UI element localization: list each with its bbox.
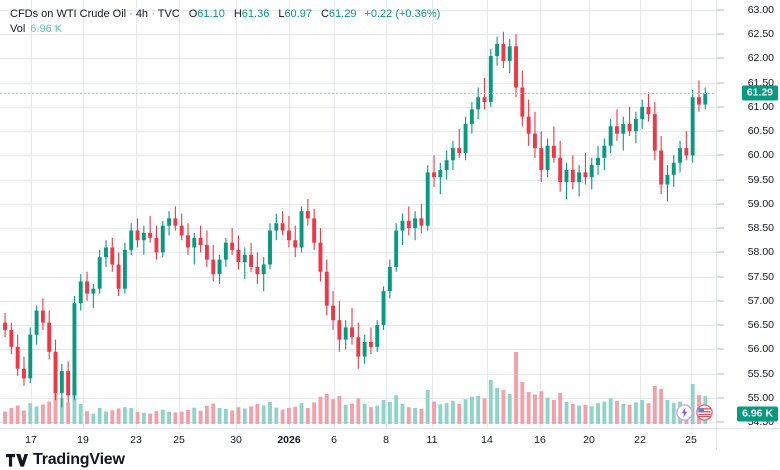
price-tick-label: 55.50 xyxy=(747,367,774,380)
price-tick-label: 58.00 xyxy=(747,246,774,259)
price-tick-dash xyxy=(717,154,724,156)
time-tick-label: 22 xyxy=(634,434,646,446)
time-tick-label: 17 xyxy=(25,434,37,446)
price-tick-dash xyxy=(717,106,724,108)
price-tick-label: 60.00 xyxy=(747,149,774,162)
price-tick-dash xyxy=(717,33,724,35)
lightning-bolt-icon[interactable] xyxy=(676,404,693,421)
us-flag-icon[interactable] xyxy=(696,404,713,421)
current-volume-badge[interactable]: 6.96 K xyxy=(737,406,778,422)
time-tick-label: 25 xyxy=(173,434,185,446)
price-tick-label: 61.00 xyxy=(747,100,774,113)
time-tick-label: 30 xyxy=(230,434,242,446)
time-tick-label: 16 xyxy=(534,434,546,446)
tradingview-logo[interactable]: TradingView xyxy=(6,452,125,468)
chart-plot-area[interactable] xyxy=(0,0,716,428)
time-tick-label: 2026 xyxy=(277,434,301,446)
price-tick-dash xyxy=(717,9,724,11)
price-tick-dash xyxy=(717,373,724,375)
price-tick-dash xyxy=(717,203,724,205)
price-tick-label: 60.50 xyxy=(747,125,774,138)
current-price-badge[interactable]: 61.29 xyxy=(741,85,778,101)
time-tick-label: 23 xyxy=(130,434,142,446)
price-tick-label: 55.00 xyxy=(747,391,774,404)
price-tick-label: 58.50 xyxy=(747,222,774,235)
price-tick-dash xyxy=(717,324,724,326)
price-tick-dash xyxy=(717,130,724,132)
tradingview-wordmark: TradingView xyxy=(33,451,125,468)
price-tick-label: 59.00 xyxy=(747,197,774,210)
tradingview-mark-icon xyxy=(6,453,28,467)
price-tick-label: 56.00 xyxy=(747,343,774,356)
time-tick-label: 6 xyxy=(331,434,337,446)
time-tick-label: 25 xyxy=(685,434,697,446)
price-tick-dash xyxy=(717,397,724,399)
price-tick-dash xyxy=(717,82,724,84)
price-tick-label: 62.50 xyxy=(747,28,774,41)
price-tick-dash xyxy=(717,227,724,229)
time-tick-label: 14 xyxy=(481,434,493,446)
price-tick-label: 56.50 xyxy=(747,319,774,332)
price-tick-label: 59.50 xyxy=(747,173,774,186)
price-tick-label: 62.00 xyxy=(747,52,774,65)
volume-bars xyxy=(3,352,708,424)
price-tick-dash xyxy=(717,348,724,350)
candlestick-chart-svg xyxy=(0,0,716,428)
candles xyxy=(3,31,708,408)
time-axis[interactable]: 17 19 23 25 30 2026 6 8 11 14 16 20 22 25 xyxy=(0,428,716,450)
price-tick-dash xyxy=(717,179,724,181)
price-tick-label: 57.00 xyxy=(747,294,774,307)
axis-corner xyxy=(716,428,780,450)
time-tick-label: 8 xyxy=(383,434,389,446)
time-tick-label: 11 xyxy=(426,434,438,446)
price-tick-dash xyxy=(717,276,724,278)
price-axis[interactable]: 63.00 62.50 62.00 61.50 61.00 60.50 60.00 59.50… xyxy=(716,0,780,428)
price-tick-dash xyxy=(717,57,724,59)
price-tick-label: 57.50 xyxy=(747,270,774,283)
time-tick-label: 19 xyxy=(77,434,89,446)
price-tick-label: 63.00 xyxy=(747,4,774,16)
chart-status-badges xyxy=(676,404,713,421)
price-tick-dash xyxy=(717,421,724,423)
price-tick-dash xyxy=(717,300,724,302)
time-tick-label: 20 xyxy=(583,434,595,446)
price-tick-dash xyxy=(717,251,724,253)
footer-bar: TradingView xyxy=(0,450,780,470)
